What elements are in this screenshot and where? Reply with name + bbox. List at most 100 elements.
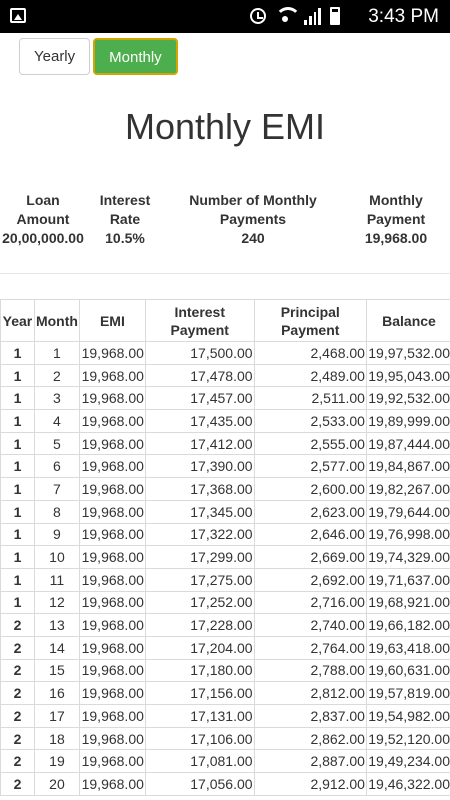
status-time: 3:43 PM [368,6,439,27]
cell-month: 16 [33,681,80,705]
cell-balance: 19,63,418.00 [365,635,450,660]
cell-interest: 17,299.00 [144,545,255,569]
cell-emi: 19,968.00 [78,635,146,660]
cell-principal: 2,669.00 [253,545,367,569]
cell-balance: 19,49,234.00 [365,749,450,774]
table-row: 2 17 19,968.00 17,131.00 2,837.00 19,54,982.0… [0,704,450,728]
amortization-table-wrap: Year Month EMI Interest Payment Principa… [0,299,450,796]
cell-month: 5 [33,431,80,456]
cell-month: 3 [33,386,80,411]
cell-emi: 19,968.00 [78,431,146,456]
cell-interest: 17,322.00 [144,522,255,547]
cell-month: 2 [33,363,80,388]
cell-emi: 19,968.00 [78,454,146,479]
cell-interest: 17,228.00 [144,613,255,637]
view-toggle: Yearly Monthly [19,38,178,75]
cell-month: 1 [33,341,80,365]
cell-principal: 2,692.00 [253,567,367,592]
cell-emi: 19,968.00 [78,704,146,728]
table-row: 2 15 19,968.00 17,180.00 2,788.00 19,60,631.0… [0,658,450,683]
cell-balance: 19,82,267.00 [365,477,450,501]
cell-emi: 19,968.00 [78,386,146,411]
cell-balance: 19,84,867.00 [365,454,450,479]
yearly-button[interactable]: Yearly [19,38,91,75]
cell-principal: 2,716.00 [253,590,367,615]
table-row: 1 5 19,968.00 17,412.00 2,555.00 19,87,444.00 [0,431,450,456]
cell-emi: 19,968.00 [78,341,146,365]
header-principal-payment: Principal Payment [253,299,367,342]
cell-principal: 2,912.00 [253,772,367,796]
cell-balance: 19,68,921.00 [365,590,450,615]
cell-emi: 19,968.00 [78,772,146,796]
table-row: 1 3 19,968.00 17,457.00 2,511.00 19,92,532.00 [0,386,450,411]
battery-icon [330,7,340,25]
table-row: 2 19 19,968.00 17,081.00 2,887.00 19,49,234.0… [0,749,450,774]
cell-year: 1 [0,522,35,547]
header-year: Year [0,299,35,342]
cell-balance: 19,52,120.00 [365,726,450,751]
cell-year: 2 [0,704,35,728]
summary-label: Number of Monthly Payments [189,192,317,227]
table-row: 2 13 19,968.00 17,228.00 2,740.00 19,66,182.0… [0,613,450,637]
cell-balance: 19,97,532.00 [365,341,450,365]
cell-interest: 17,435.00 [144,409,255,433]
cell-balance: 19,60,631.00 [365,658,450,683]
table-row: 2 18 19,968.00 17,106.00 2,862.00 19,52,120.0… [0,726,450,751]
cell-month: 18 [33,726,80,751]
table-row: 1 6 19,968.00 17,390.00 2,577.00 19,84,867.00 [0,454,450,479]
summary-value: 19,968.00 [364,230,428,246]
amortization-table: Year Month EMI Interest Payment Principa… [0,299,450,796]
table-row: 1 8 19,968.00 17,345.00 2,623.00 19,79,644.00 [0,499,450,524]
cell-year: 1 [0,545,35,569]
cell-month: 15 [33,658,80,683]
cell-balance: 19,89,999.00 [365,409,450,433]
table-row: 2 20 19,968.00 17,056.00 2,912.00 19,46,322.0… [0,772,450,796]
summary-value: 20,00,000.00 [2,230,84,246]
cell-year: 1 [0,431,35,456]
page-title: Monthly EMI [124,106,326,147]
table-row: 1 2 19,968.00 17,478.00 2,489.00 19,95,043.00 [0,363,450,388]
summary-loan-amount: Loan Amount 20,00,000.00 [0,191,86,248]
cell-month: 6 [33,454,80,479]
cell-emi: 19,968.00 [78,409,146,433]
summary-label: Monthly Payment [366,192,426,227]
cell-balance: 19,76,998.00 [365,522,450,547]
cell-month: 11 [33,567,80,592]
cell-interest: 17,252.00 [144,590,255,615]
cell-year: 1 [0,567,35,592]
cell-principal: 2,862.00 [253,726,367,751]
cell-principal: 2,646.00 [253,522,367,547]
cell-interest: 17,131.00 [144,704,255,728]
header-interest-payment: Interest Payment [144,299,255,342]
cell-emi: 19,968.00 [78,522,146,547]
cell-year: 1 [0,454,35,479]
cell-interest: 17,500.00 [144,341,255,365]
cell-principal: 2,887.00 [253,749,367,774]
summary-number-of-payments: Number of Monthly Payments 240 [178,191,328,248]
monthly-button[interactable]: Monthly [93,38,178,75]
cell-balance: 19,74,329.00 [365,545,450,569]
cell-year: 2 [0,681,35,705]
summary-monthly-payment: Monthly Payment 19,968.00 [356,191,436,248]
cell-balance: 19,57,819.00 [365,681,450,705]
cell-emi: 19,968.00 [78,658,146,683]
cell-interest: 17,204.00 [144,635,255,660]
cell-principal: 2,555.00 [253,431,367,456]
cell-year: 2 [0,635,35,660]
cell-year: 1 [0,409,35,433]
cell-emi: 19,968.00 [78,590,146,615]
cell-month: 13 [33,613,80,637]
cell-emi: 19,968.00 [78,545,146,569]
cell-year: 2 [0,749,35,774]
cell-interest: 17,180.00 [144,658,255,683]
cell-principal: 2,533.00 [253,409,367,433]
cell-principal: 2,623.00 [253,499,367,524]
wifi-icon [275,7,301,25]
cell-year: 2 [0,726,35,751]
summary-interest-rate: Interest Rate 10.5% [92,191,158,248]
cell-year: 1 [0,341,35,365]
cell-interest: 17,156.00 [144,681,255,705]
cell-month: 9 [33,522,80,547]
cell-principal: 2,577.00 [253,454,367,479]
cell-year: 1 [0,363,35,388]
